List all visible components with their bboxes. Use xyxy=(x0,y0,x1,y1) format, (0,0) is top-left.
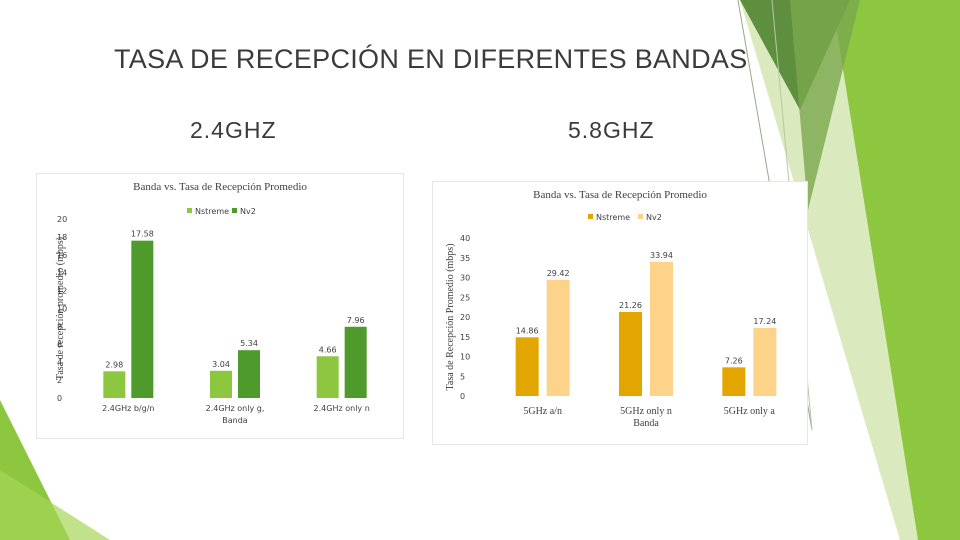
y-tick-label: 6 xyxy=(57,340,62,349)
x-tick-label: 2.4GHz only n xyxy=(314,404,370,413)
chart-2-4ghz: Banda vs. Tasa de Recepción Promedio Nstr… xyxy=(55,181,370,425)
data-label: 21.26 xyxy=(619,301,642,310)
chart-5-8ghz: Banda vs. Tasa de Recepción Promedio Nstr… xyxy=(445,189,777,429)
y-tick-label: 0 xyxy=(460,392,465,401)
bar-nstreme xyxy=(722,367,746,396)
bar-nv2 xyxy=(546,279,570,396)
data-label: 33.94 xyxy=(650,251,673,260)
y-tick-label: 16 xyxy=(57,251,67,260)
data-label: 29.42 xyxy=(547,269,570,278)
bar-nstreme xyxy=(103,371,126,398)
y-tick-label: 0 xyxy=(57,394,62,403)
y-tick-label: 4 xyxy=(57,358,62,367)
x-tick-label: Banda xyxy=(633,418,659,429)
chart-title: Banda vs. Tasa de Recepción Promedio xyxy=(133,181,307,193)
bar-nv2 xyxy=(753,327,777,396)
heading-2-4ghz: 2.4GHZ xyxy=(190,117,277,143)
legend-label: Nstreme xyxy=(596,213,630,222)
y-tick-label: 25 xyxy=(460,293,470,302)
x-tick-label: 5GHz a/n xyxy=(523,406,562,417)
slide-title: TASA DE RECEPCIÓN EN DIFERENTES BANDAS xyxy=(114,44,748,74)
legend-swatch xyxy=(588,214,593,219)
bar-nstreme xyxy=(316,356,339,398)
y-tick-label: 12 xyxy=(57,287,67,296)
chart-5-8ghz-container: Banda vs. Tasa de Recepción Promedio Nstr… xyxy=(432,181,808,445)
deco-bright-band xyxy=(832,0,960,540)
legend-swatch xyxy=(187,208,192,213)
bar-nv2 xyxy=(238,350,260,398)
y-tick-label: 18 xyxy=(57,233,67,242)
bar-nv2 xyxy=(344,326,367,398)
deco-bottom-triangle-light xyxy=(0,470,110,540)
data-label: 5.34 xyxy=(240,339,258,348)
data-label: 2.98 xyxy=(105,360,123,369)
y-tick-label: 35 xyxy=(460,254,470,263)
x-tick-label: 5GHz only n xyxy=(620,406,672,417)
data-label: 3.04 xyxy=(212,360,230,369)
data-label: 14.86 xyxy=(516,326,539,335)
chart-2-4ghz-container: Banda vs. Tasa de Recepción Promedio Nstr… xyxy=(36,173,404,439)
y-axis-label: Tasa de recepción promedio (mbps) xyxy=(55,237,66,380)
heading-5-8ghz: 5.8GHZ xyxy=(568,117,655,143)
y-tick-label: 10 xyxy=(460,353,470,362)
legend-swatch xyxy=(638,214,643,219)
legend-label: Nv2 xyxy=(240,207,256,216)
data-label: 7.26 xyxy=(725,356,743,365)
y-tick-label: 5 xyxy=(460,372,465,381)
y-tick-label: 2 xyxy=(57,376,62,385)
y-tick-label: 20 xyxy=(460,313,470,322)
data-label: 17.58 xyxy=(131,230,154,239)
y-tick-label: 40 xyxy=(460,234,470,243)
bar-nv2 xyxy=(650,261,673,396)
bar-nv2 xyxy=(131,240,154,398)
x-tick-label: 5GHz only a xyxy=(724,406,776,417)
data-label: 4.66 xyxy=(319,345,337,354)
y-tick-label: 15 xyxy=(460,333,470,342)
legend-label: Nv2 xyxy=(646,213,662,222)
y-tick-label: 8 xyxy=(57,322,62,331)
legend-swatch xyxy=(232,208,237,213)
y-axis-label: Tasa de Recepción Promedio (mbps) xyxy=(445,243,456,390)
data-label: 7.96 xyxy=(347,316,365,325)
chart-title: Banda vs. Tasa de Recepción Promedio xyxy=(533,189,707,201)
x-tick-label: 2.4GHz b/g/n xyxy=(102,404,154,413)
data-label: 17.24 xyxy=(753,317,776,326)
y-tick-label: 20 xyxy=(57,215,67,224)
bar-nstreme xyxy=(515,337,539,396)
x-tick-label: Banda xyxy=(222,416,248,425)
deco-mid-band xyxy=(790,0,860,210)
bar-nstreme xyxy=(210,370,232,398)
y-tick-label: 30 xyxy=(460,274,470,283)
x-tick-label: 2.4GHz only g, xyxy=(206,404,265,413)
bar-nstreme xyxy=(619,312,642,396)
y-tick-label: 14 xyxy=(57,269,67,278)
y-tick-label: 10 xyxy=(57,305,67,314)
legend-label: Nstreme xyxy=(195,207,229,216)
